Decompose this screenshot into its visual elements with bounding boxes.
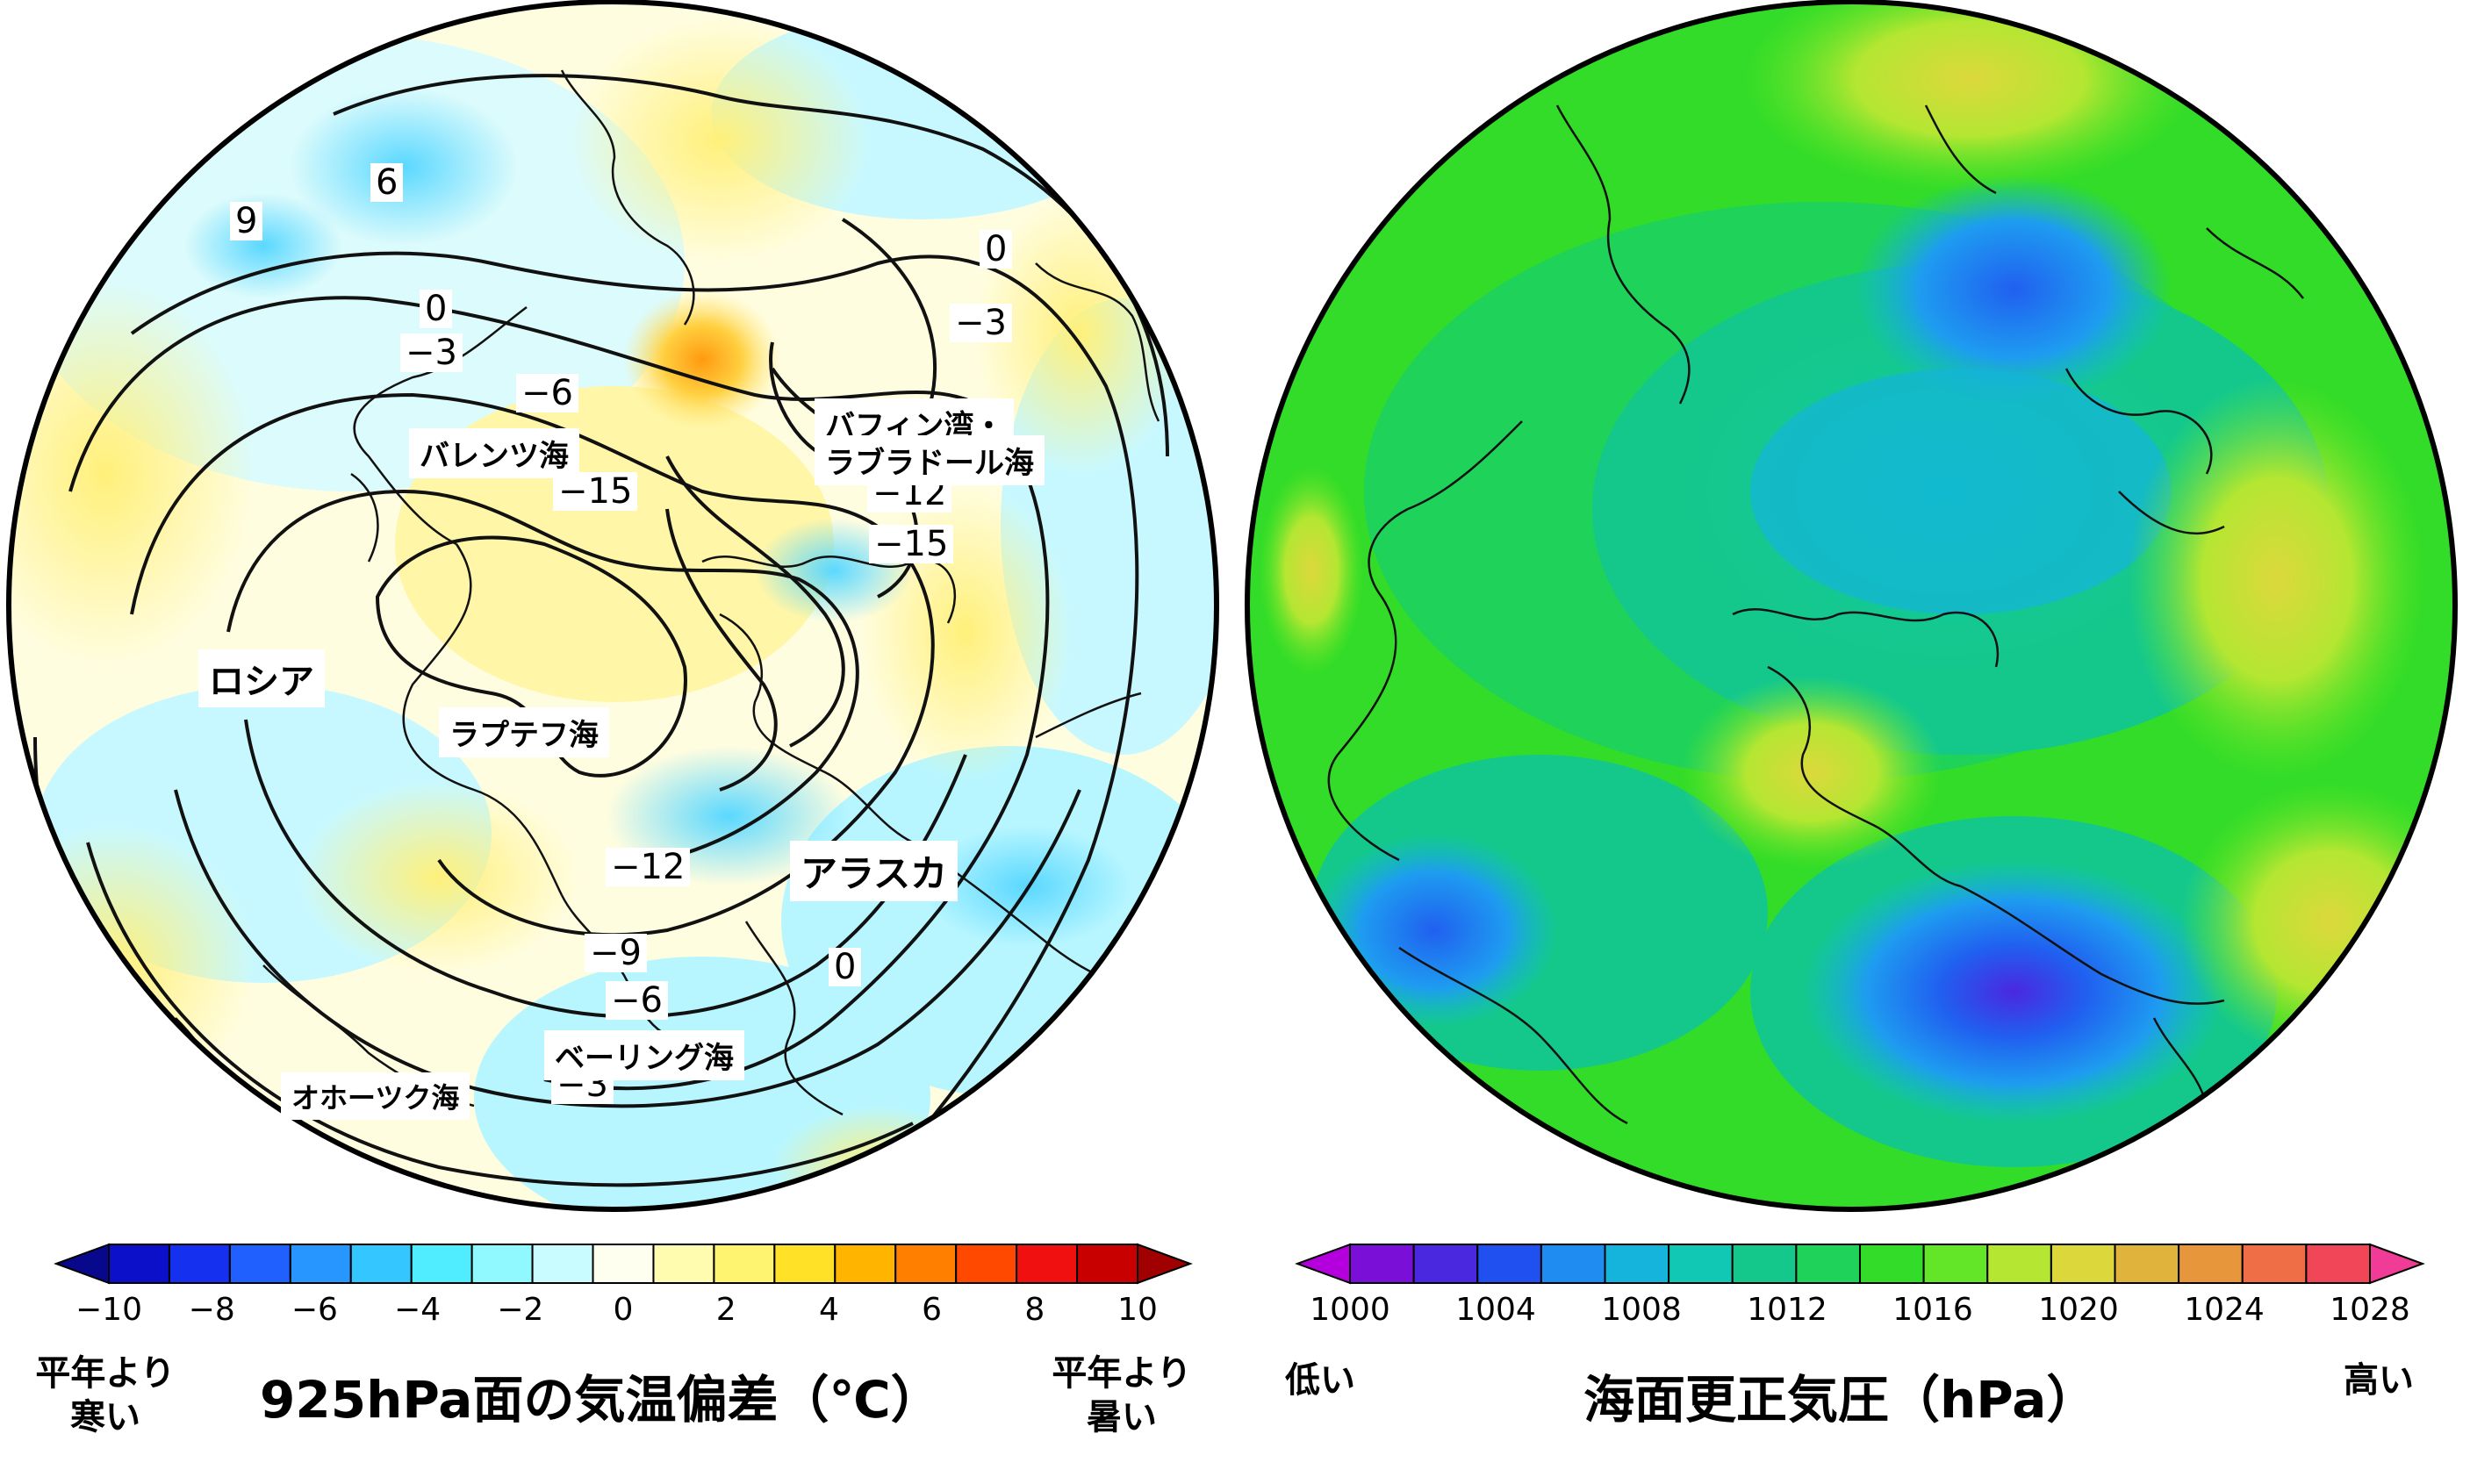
contour-label: 0 — [829, 948, 862, 986]
colorbar-tick-label: 1008 — [1601, 1292, 1682, 1328]
temperature-colorbar: −10 −8 −6 −4 −2 0 2 4 6 8 10 平年より 寒い 925hPa面の気温偏差（… — [0, 1229, 1238, 1484]
colorbar-bin — [1731, 1244, 1798, 1284]
colorbar-bin — [349, 1244, 413, 1284]
colorbar-tick-label: 1012 — [1747, 1292, 1827, 1328]
colorbar-bin — [1349, 1244, 1415, 1284]
colorbar-arrow-high — [1137, 1243, 1193, 1285]
colorbar-bin — [1986, 1244, 2052, 1284]
colorbar-tick-label: −4 — [394, 1292, 442, 1328]
colorbar-tick-label: 0 — [613, 1292, 634, 1328]
colorbar-bin — [108, 1244, 170, 1284]
colorbar-bin — [1859, 1244, 1925, 1284]
contour-label: −6 — [606, 981, 668, 1020]
colorbar-tick-label: 1016 — [1892, 1292, 1973, 1328]
temperature-anomaly-map: 6 9 0 0 0 −3 −3 −3 −6 −6 −9 −12 −12 −15 … — [0, 0, 1238, 1246]
coastlines — [1327, 104, 2304, 1125]
contour-label: −9 — [585, 934, 647, 972]
colorbar-bin — [2305, 1244, 2371, 1284]
contour-label: −3 — [950, 304, 1012, 342]
colorbar-bin — [1476, 1244, 1542, 1284]
contour-label: 6 — [370, 163, 404, 202]
colorbar-bin — [2114, 1244, 2180, 1284]
colorbar-tick-label: 1028 — [2330, 1292, 2410, 1328]
colorbar-bin — [713, 1244, 776, 1284]
colorbar-tick-label: 1004 — [1455, 1292, 1536, 1328]
contour-label: −12 — [606, 848, 691, 886]
pressure-colorbar-svg — [1295, 1243, 2425, 1285]
region-label-laptev: ラプテフ海 — [439, 707, 609, 757]
region-label-okhotsk: オホーツク海 — [281, 1072, 470, 1120]
colorbar-bin — [168, 1244, 231, 1284]
colorbar-arrow-low — [1295, 1243, 1351, 1285]
colorbar-bin — [2178, 1244, 2244, 1284]
contour-label: 9 — [230, 202, 263, 240]
map-boundary — [1245, 0, 2458, 1212]
high-pressure-label: 高い — [2344, 1360, 2414, 1401]
colorbar-bin — [1604, 1244, 1670, 1284]
colorbar-bin — [1016, 1244, 1079, 1284]
region-label-baffin-2: ラブラドール海 — [815, 435, 1045, 485]
colorbar-tick-label: 1024 — [2184, 1292, 2265, 1328]
colorbar-bin — [2050, 1244, 2116, 1284]
colorbar-bin — [228, 1244, 291, 1284]
low-pressure-label: 低い — [1285, 1360, 1355, 1401]
contour-label: −6 — [516, 374, 578, 412]
colorbar-tick-label: −6 — [291, 1292, 338, 1328]
temperature-colorbar-svg — [54, 1243, 1193, 1285]
colorbar-bin — [2241, 1244, 2308, 1284]
colorbar-tick-label: −10 — [75, 1292, 142, 1328]
colorbar-tick-label: 6 — [922, 1292, 943, 1328]
contour-label: 0 — [980, 230, 1013, 269]
colorbar-bin — [1668, 1244, 1734, 1284]
colorbar-bin — [1540, 1244, 1606, 1284]
colorbar-bin — [1922, 1244, 1989, 1284]
colorbar-tick-label: 4 — [818, 1292, 839, 1328]
contour-label: −15 — [869, 525, 954, 563]
colorbar-tick-label: −2 — [497, 1292, 544, 1328]
colorbar-bin — [470, 1244, 534, 1284]
temperature-anomaly-svg — [6, 0, 1219, 1212]
colorbar-tick-label: 8 — [1024, 1292, 1045, 1328]
colorbar-bin — [1795, 1244, 1861, 1284]
region-label-alaska: アラスカ — [790, 841, 959, 901]
contour-label: 0 — [420, 290, 453, 328]
colorbar-bin — [1076, 1244, 1139, 1284]
colorbar-bin — [773, 1244, 836, 1284]
region-label-russia: ロシア — [198, 649, 325, 707]
colorbar-bin — [592, 1244, 655, 1284]
pressure-field — [1247, 2, 2455, 1209]
pressure-colorbar: 1000 1004 1008 1012 1016 1020 1024 1028 低い 海面更正… — [1241, 1229, 2470, 1484]
colorbar-arrow-low — [54, 1243, 110, 1285]
colder-than-normal-label: 平年より 寒い — [35, 1353, 176, 1437]
contour-label: −3 — [400, 333, 463, 372]
colorbar-bin — [410, 1244, 473, 1284]
colorbar-tick-label: 2 — [715, 1292, 736, 1328]
contour-label: −15 — [553, 472, 638, 511]
colorbar-bin — [1412, 1244, 1479, 1284]
colorbar-tick-label: 10 — [1117, 1292, 1158, 1328]
colorbar-tick-label: 1020 — [2038, 1292, 2119, 1328]
pressure-map-title: 海面更正気圧（hPa） — [1583, 1370, 2098, 1430]
colorbar-bin — [894, 1244, 958, 1284]
colorbar-tick-label: 1000 — [1310, 1292, 1390, 1328]
map-boundary — [6, 0, 1219, 1212]
colorbar-bin — [652, 1244, 715, 1284]
sea-level-pressure-svg — [1245, 0, 2458, 1212]
colorbar-tick-label: −8 — [188, 1292, 235, 1328]
region-label-barents: バレンツ海 — [409, 428, 579, 478]
colorbar-arrow-high — [2369, 1243, 2425, 1285]
colorbar-bin — [531, 1244, 594, 1284]
colorbar-bin — [955, 1244, 1018, 1284]
colorbar-bin — [289, 1244, 352, 1284]
temperature-map-title: 925hPa面の気温偏差（℃） — [260, 1370, 942, 1430]
colorbar-bin — [834, 1244, 897, 1284]
sea-level-pressure-map — [1241, 0, 2470, 1246]
warmer-than-normal-label: 平年より 暑い — [1052, 1353, 1192, 1437]
region-label-bering: ベーリング海 — [544, 1030, 744, 1080]
